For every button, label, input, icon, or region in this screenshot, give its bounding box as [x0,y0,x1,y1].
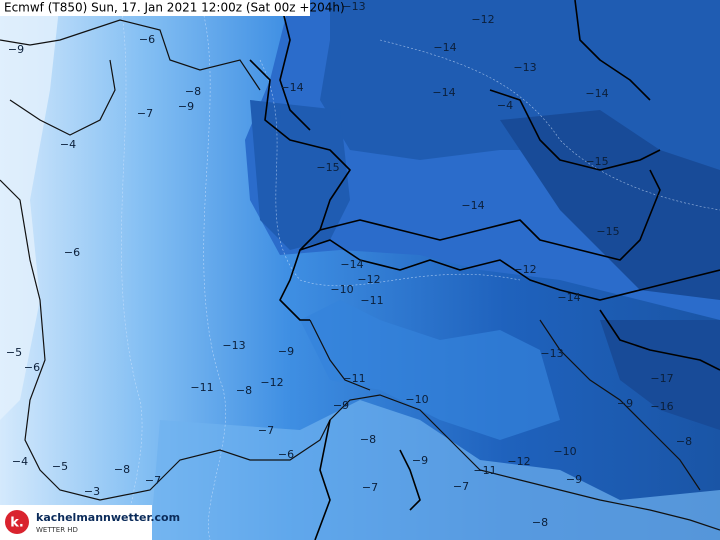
contour-label: −14 [340,258,363,271]
country-border [279,0,311,131]
isoline [199,0,226,540]
contour-label: −13 [342,0,365,13]
contour-label: −5 [52,460,68,473]
country-border [319,169,661,261]
island-coast [314,419,331,540]
contour-label: −12 [471,13,494,26]
contour-label: −10 [405,393,428,406]
contour-label: −9 [617,397,633,410]
country-border [489,89,661,171]
contour-label: −4 [497,99,513,112]
contour-label: −4 [12,455,28,468]
contour-label: −12 [513,263,536,276]
contour-label: −14 [280,81,303,94]
zone-sea [150,400,720,540]
contour-label: −3 [84,485,100,498]
contour-label: −9 [178,100,194,113]
contour-label: −7 [258,424,274,437]
zone-coldest [500,110,720,300]
island-coast [399,449,421,511]
contour-label: −14 [432,86,455,99]
logo-icon [5,510,29,534]
contour-label: −9 [8,43,24,56]
contour-label: −8 [236,384,252,397]
contour-label: −11 [190,381,213,394]
contour-label: −12 [357,273,380,286]
contour-labels: −13 −12 −6 −9 −14 −13 −8 −14 −14 −14 −7 −9 −4 −4 −15 −1… [6,0,692,529]
contour-label: −8 [185,85,201,98]
coastline [309,319,371,391]
zone-coldest [600,320,720,430]
contour-label: −11 [342,372,365,385]
contour-label: −14 [585,87,608,100]
coastline [0,179,720,531]
contour-label: −6 [139,33,155,46]
contour-label: −8 [114,463,130,476]
contour-label: −15 [585,155,608,168]
contour-label: −17 [650,372,673,385]
contour-label: −6 [24,361,40,374]
country-border [599,309,720,371]
contour-label: −7 [137,107,153,120]
contour-label: −13 [513,61,536,74]
logo-text: kachelmannwetter.com [36,511,180,524]
coastline [539,319,701,491]
contour-label: −15 [316,161,339,174]
coastline [0,19,261,91]
contour-label: −6 [278,448,294,461]
zone-italy [300,300,560,440]
contour-label: −5 [6,346,22,359]
contour-label: −8 [676,435,692,448]
contour-label: −9 [412,454,428,467]
logo-subtext: WETTER HD [36,526,78,534]
contour-label: −7 [145,474,161,487]
contour-label: −11 [360,294,383,307]
coastline [9,59,116,136]
contour-label: −9 [333,399,349,412]
contour-label: −14 [461,199,484,212]
contour-label: −8 [532,516,548,529]
country-border [574,0,651,101]
contour-label: −11 [473,464,496,477]
contour-label: −13 [222,339,245,352]
contour-label: −10 [553,445,576,458]
map-title: Ecmwf (T850) Sun, 17. Jan 2021 12:00z (S… [4,1,345,15]
contour-label: −10 [330,283,353,296]
contour-label: −12 [507,455,530,468]
zone-mild [0,0,60,420]
contour-label: −16 [650,400,673,413]
contour-label: −7 [362,481,378,494]
logo-mark: k. [10,516,24,531]
country-border [249,59,351,321]
contour-label: −7 [453,480,469,493]
isoline [119,0,143,540]
contour-label: −4 [60,138,76,151]
contour-label: −12 [260,376,283,389]
contour-label: −14 [557,291,580,304]
isoline [379,39,720,211]
contour-label: −6 [64,246,80,259]
title-box [0,0,310,16]
contour-label: −15 [596,225,619,238]
contour-label: −9 [278,345,294,358]
contour-label: −14 [433,41,456,54]
country-border [299,239,720,301]
contour-label: −13 [540,347,563,360]
contour-label: −8 [360,433,376,446]
contour-label: −9 [566,473,582,486]
